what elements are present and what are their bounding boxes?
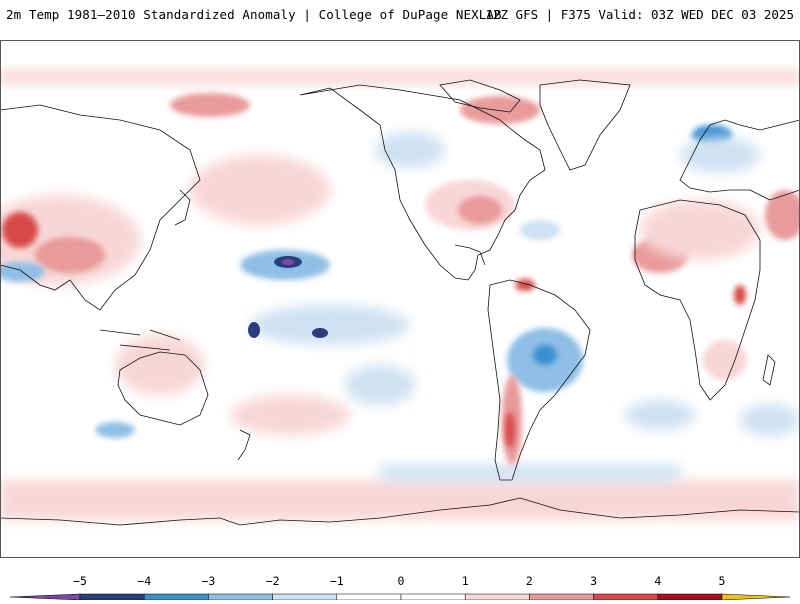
s-atlantic-cool [625, 400, 695, 430]
colorbar-max-extend [721, 593, 791, 601]
arabia-warm [765, 190, 800, 240]
antarctica [0, 497, 800, 526]
south-ocean-cool-band [380, 465, 680, 481]
tropical-cold-spot-1 [248, 322, 260, 338]
pacific-cold-center [282, 259, 294, 265]
colorbar-tick-label: −4 [137, 574, 151, 588]
colorbar-segment [336, 593, 402, 601]
arctic-canada-warm [460, 96, 540, 124]
colorbar: −5 −4 −3 −2 −1 0 1 2 3 4 5 [0, 568, 800, 601]
canada-cool [375, 132, 445, 168]
arctic-islands [439, 79, 521, 113]
tibet-warm-anomaly [2, 212, 38, 248]
s-indian-cool [740, 404, 800, 436]
map-title: 2m Temp 1981–2010 Standardized Anomaly |… [6, 7, 502, 22]
tropical-cold-spot-2 [312, 328, 328, 338]
anomaly-map [0, 40, 800, 558]
colorbar-tick-label: 4 [654, 574, 661, 588]
australia [117, 351, 209, 426]
colorbar-tick-label: 1 [462, 574, 469, 588]
tropical-pacific-cool [250, 305, 410, 345]
europe-cool [680, 137, 760, 173]
europe [679, 119, 800, 201]
new-zealand [237, 429, 251, 461]
colorbar-segment [272, 593, 338, 601]
s-ocean-cool-patch [95, 422, 135, 438]
anomaly-shading [0, 70, 800, 520]
colorbar-segment [143, 593, 209, 601]
arctic-warm-band [0, 70, 800, 84]
gulf-coast [454, 244, 486, 266]
coastlines [0, 79, 800, 526]
africa [634, 199, 761, 401]
colorbar-segment [657, 593, 723, 601]
map-canvas [0, 40, 800, 558]
india-warm-anomaly [35, 237, 105, 273]
colorbar-tick-label: −2 [266, 574, 280, 588]
s-africa-warm [703, 340, 747, 380]
model-valid-time: 12Z GFS | F375 Valid: 03Z WED DEC 03 202… [485, 7, 794, 22]
s-america-cold-core [533, 345, 557, 365]
colorbar-tick-label: 3 [590, 574, 597, 588]
colorbar-tick-label: 5 [719, 574, 726, 588]
colorbar-segment [79, 593, 145, 601]
asia [0, 104, 201, 311]
colorbar-tick-label: −3 [201, 574, 215, 588]
east-us-warm [458, 196, 502, 224]
colorbar-tick-label: 0 [398, 574, 405, 588]
colorbar-tick-label: −5 [73, 574, 87, 588]
colorbar-tick-label: −1 [330, 574, 344, 588]
south-america [487, 279, 591, 481]
colorbar-segment [400, 593, 466, 601]
colorbar-min-extend [9, 593, 81, 601]
atlantic-cool [520, 220, 560, 240]
n-pacific-warm-wide [190, 155, 330, 225]
indonesia [99, 329, 181, 351]
e-africa-hot [734, 285, 746, 305]
colorbar-segment [208, 593, 273, 601]
s-pacific-warm [230, 395, 350, 435]
australia-warm [115, 335, 205, 395]
colorbar-segment [529, 593, 594, 601]
antarctic-warm-band [0, 480, 800, 520]
colorbar-segment [593, 593, 659, 601]
venezuela-hot [515, 279, 535, 291]
colorbar-tick-label: 2 [526, 574, 533, 588]
s-pacific-cool [345, 365, 415, 405]
siberia-warm-anomaly [170, 93, 250, 117]
colorbar-svg: −5 −4 −3 −2 −1 0 1 2 3 4 5 [9, 574, 791, 601]
colorbar-tick-labels: −5 −4 −3 −2 −1 0 1 2 3 4 5 [73, 574, 725, 588]
patagonia-hot [505, 412, 515, 448]
north-america [299, 84, 546, 281]
greenland [539, 79, 631, 171]
madagascar [762, 354, 776, 386]
colorbar-segment [464, 593, 530, 601]
japan [174, 189, 191, 226]
colorbar-segments [9, 593, 791, 601]
n-africa-warm [640, 200, 760, 260]
